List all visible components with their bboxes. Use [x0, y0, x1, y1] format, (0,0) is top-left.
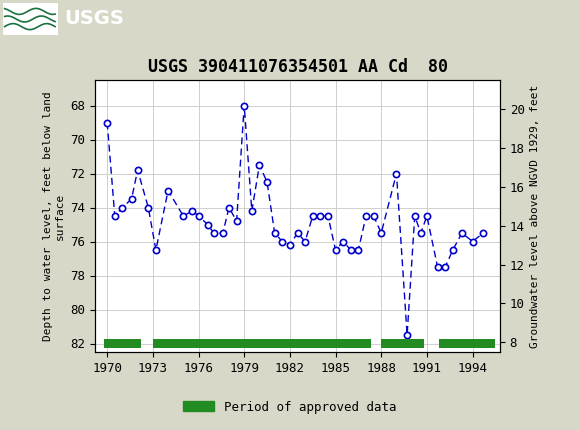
- Text: USGS: USGS: [64, 9, 124, 28]
- Legend: Period of approved data: Period of approved data: [178, 396, 402, 418]
- Bar: [439, 339, 495, 348]
- Bar: [381, 339, 424, 348]
- Y-axis label: Depth to water level, feet below land
surface: Depth to water level, feet below land su…: [43, 91, 65, 341]
- Bar: [104, 339, 141, 348]
- Title: USGS 390411076354501 AA Cd  80: USGS 390411076354501 AA Cd 80: [147, 58, 448, 76]
- Y-axis label: Groundwater level above NGVD 1929, feet: Groundwater level above NGVD 1929, feet: [530, 84, 541, 347]
- Bar: [153, 339, 371, 348]
- Bar: [3, 3, 58, 35]
